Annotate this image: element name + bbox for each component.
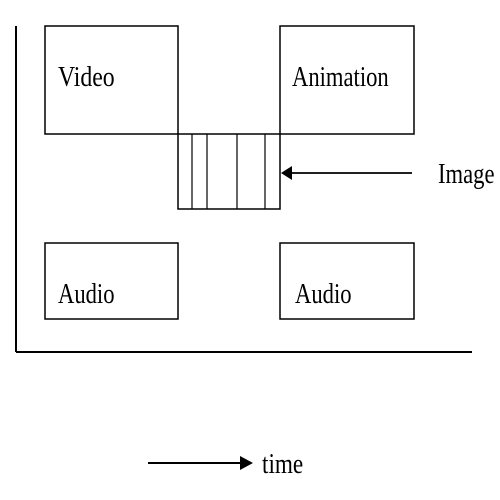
audio-left-label: Audio [58,277,115,309]
time-label: time [262,448,303,480]
image-frames [177,133,281,210]
time-arrowhead-icon [240,456,253,470]
time-legend: time [148,448,303,480]
audio-block-left: Audio [44,242,179,320]
animation-block: Animation [279,25,415,135]
video-block: Video [44,25,179,135]
arrowhead-icon [281,166,292,180]
animation-label: Animation [292,60,389,92]
image-arrow [281,166,412,180]
audio-block-right: Audio [279,242,415,320]
image-label: Image [438,157,495,189]
video-label: Video [58,60,115,93]
audio-right-label: Audio [295,277,352,309]
image-frame-strip [177,133,281,210]
